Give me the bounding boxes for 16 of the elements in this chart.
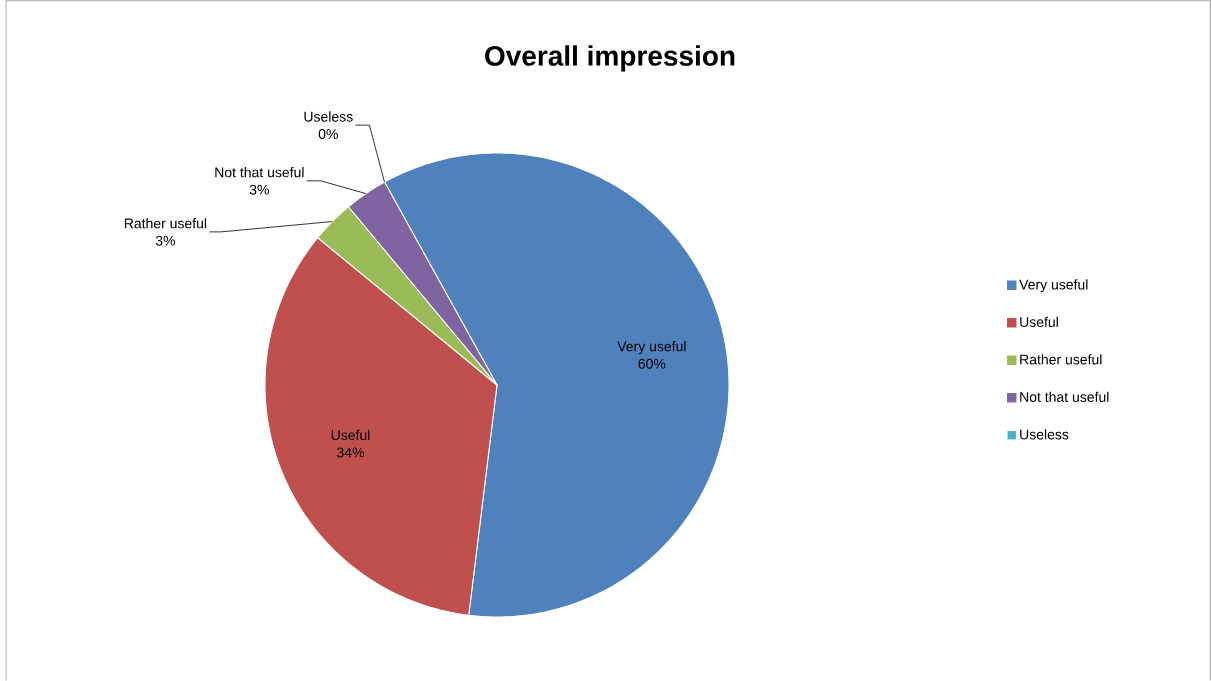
text: 0% [318,129,338,139]
slice-label: Rather useful [124,218,207,229]
legend-label: Very useful [1019,279,1088,293]
legend-label: Rather useful [1020,354,1102,365]
data-label: 34% [337,447,365,458]
slice-label: Useful [331,429,370,441]
legend-label: Useless [1020,429,1069,440]
legend-label: Not that useful [1020,391,1109,402]
legend-label: Useful [1020,316,1058,328]
data-label: 3% [155,235,176,246]
chart-title: Overall impression [485,45,735,72]
data-label: 60% [638,358,666,369]
category-label: Useless [304,111,353,122]
slice-label: Very useful [617,341,686,355]
slice-label: Not that useful [215,167,304,178]
data-label: 3% [249,184,269,195]
